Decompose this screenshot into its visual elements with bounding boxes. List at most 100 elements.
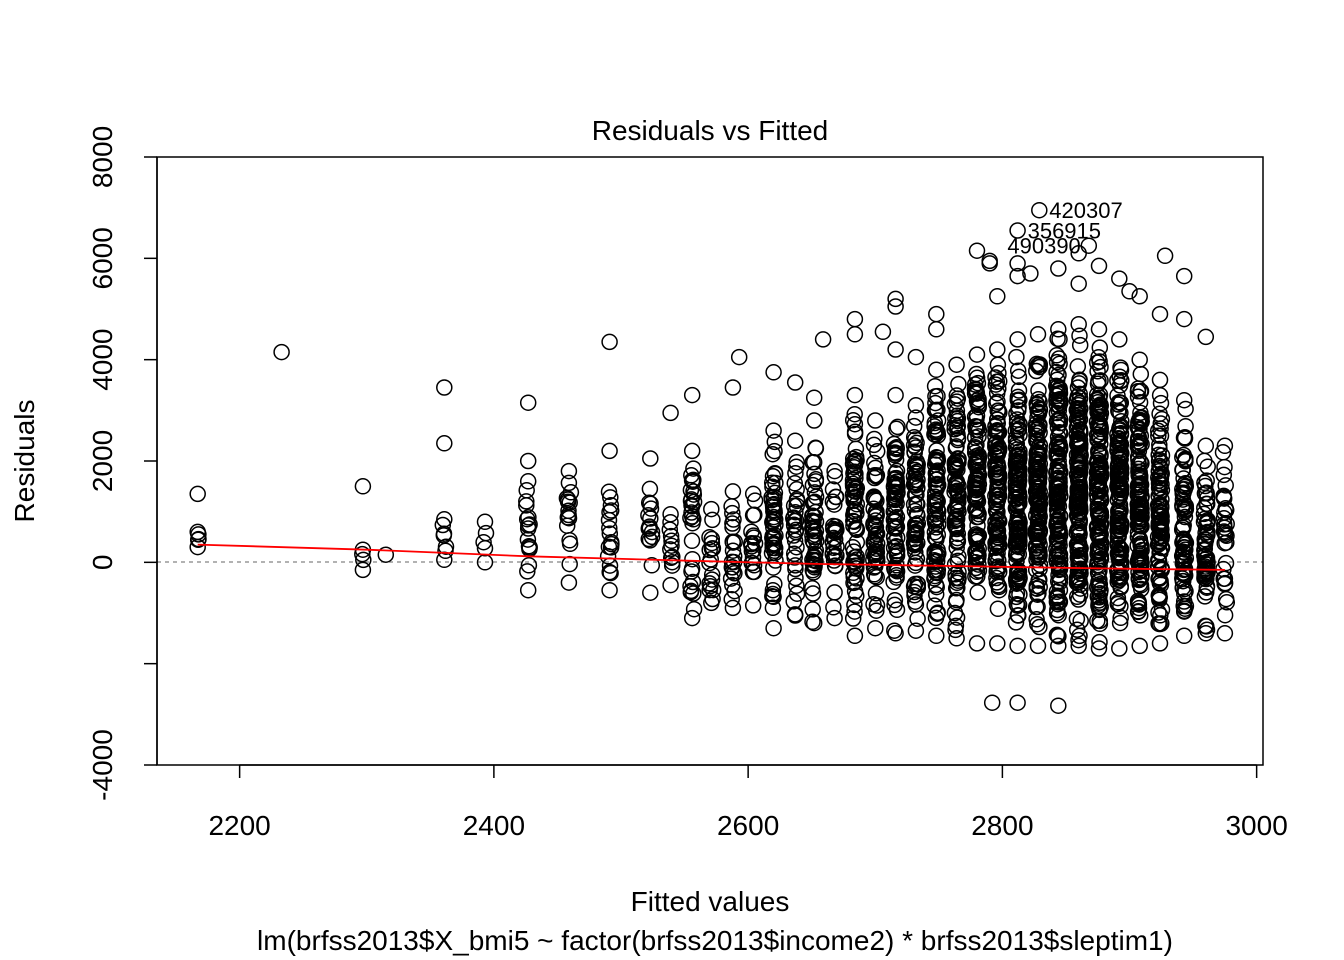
data-point	[519, 581, 537, 599]
y-tick-label: 0	[87, 555, 118, 571]
data-point	[926, 523, 944, 541]
data-point	[684, 573, 702, 591]
data-point	[867, 412, 884, 429]
data-point	[1029, 637, 1047, 655]
data-point	[683, 497, 700, 514]
data-point	[1112, 484, 1130, 501]
data-point	[1008, 453, 1026, 470]
data-point	[1071, 627, 1088, 645]
data-point	[765, 422, 782, 439]
data-point	[1175, 516, 1192, 534]
data-point	[1068, 610, 1086, 628]
data-point	[1129, 528, 1147, 546]
data-point	[1010, 564, 1028, 581]
data-point	[1218, 527, 1235, 545]
data-point	[1110, 462, 1128, 480]
data-point	[518, 493, 535, 510]
outlier-point	[1070, 275, 1087, 292]
data-point	[865, 489, 882, 506]
data-point	[827, 557, 844, 575]
data-point	[724, 599, 742, 617]
data-point	[1198, 570, 1215, 588]
data-point	[887, 518, 904, 535]
data-point	[701, 528, 718, 546]
data-point	[826, 531, 844, 548]
data-point	[1030, 391, 1047, 408]
data-point	[1132, 365, 1150, 383]
data-point	[927, 388, 944, 405]
data-point	[787, 503, 804, 521]
data-point	[989, 402, 1006, 420]
outlier-point	[189, 485, 206, 503]
data-point	[1111, 640, 1128, 657]
data-point	[703, 594, 720, 612]
data-point	[601, 442, 618, 460]
data-point	[743, 523, 760, 540]
data-point	[867, 584, 885, 602]
data-point	[927, 421, 945, 438]
data-point	[906, 443, 923, 460]
data-point	[804, 561, 822, 579]
outlier-point	[928, 305, 945, 323]
data-point	[1048, 371, 1066, 389]
data-point	[724, 515, 741, 532]
data-point	[765, 559, 782, 576]
data-point	[826, 609, 843, 627]
data-point	[1010, 382, 1028, 399]
data-point	[1110, 527, 1127, 545]
data-point	[724, 504, 741, 522]
data-point	[641, 480, 659, 498]
data-point	[765, 619, 782, 637]
data-point	[1028, 489, 1046, 506]
data-point	[1072, 486, 1089, 503]
data-point	[1176, 552, 1193, 569]
data-point	[1153, 601, 1171, 618]
data-point	[1030, 451, 1047, 468]
outlier-label: 356915	[1028, 219, 1101, 244]
outlier-label: 490390	[1007, 234, 1080, 259]
data-point	[968, 447, 985, 465]
data-point	[190, 530, 207, 548]
data-point	[988, 461, 1005, 478]
data-point	[724, 542, 742, 559]
data-point	[1070, 637, 1087, 655]
data-point	[1199, 511, 1216, 529]
data-point	[1028, 468, 1045, 486]
data-point	[928, 627, 945, 645]
data-point	[1198, 495, 1216, 513]
chart-title: Residuals vs Fitted	[592, 115, 829, 146]
data-point	[804, 579, 821, 597]
outlier-point	[968, 242, 986, 259]
data-point	[643, 557, 661, 574]
x-tick-label: 2800	[971, 810, 1033, 841]
data-point	[1069, 574, 1087, 591]
data-point	[1152, 394, 1170, 412]
data-point	[868, 569, 885, 586]
data-point	[969, 502, 986, 520]
data-point	[745, 563, 763, 581]
data-point	[764, 467, 782, 485]
data-point	[908, 505, 926, 523]
data-point	[724, 534, 742, 551]
data-point	[844, 610, 862, 627]
data-point	[764, 539, 781, 557]
data-point	[1031, 424, 1048, 441]
data-point	[845, 512, 862, 530]
data-point	[926, 544, 944, 562]
data-point	[765, 511, 782, 528]
data-point	[744, 549, 762, 566]
data-point	[701, 581, 718, 599]
data-point	[988, 486, 1006, 504]
data-point	[1130, 603, 1147, 620]
data-point	[1070, 455, 1088, 472]
data-point	[947, 516, 964, 534]
data-point	[1049, 589, 1066, 606]
data-point	[767, 552, 784, 569]
data-point	[787, 569, 804, 587]
data-point	[1111, 614, 1129, 632]
data-point	[685, 483, 702, 500]
data-point	[1177, 400, 1194, 418]
data-point	[1111, 451, 1128, 468]
data-point	[560, 474, 578, 492]
data-point	[1050, 637, 1067, 655]
